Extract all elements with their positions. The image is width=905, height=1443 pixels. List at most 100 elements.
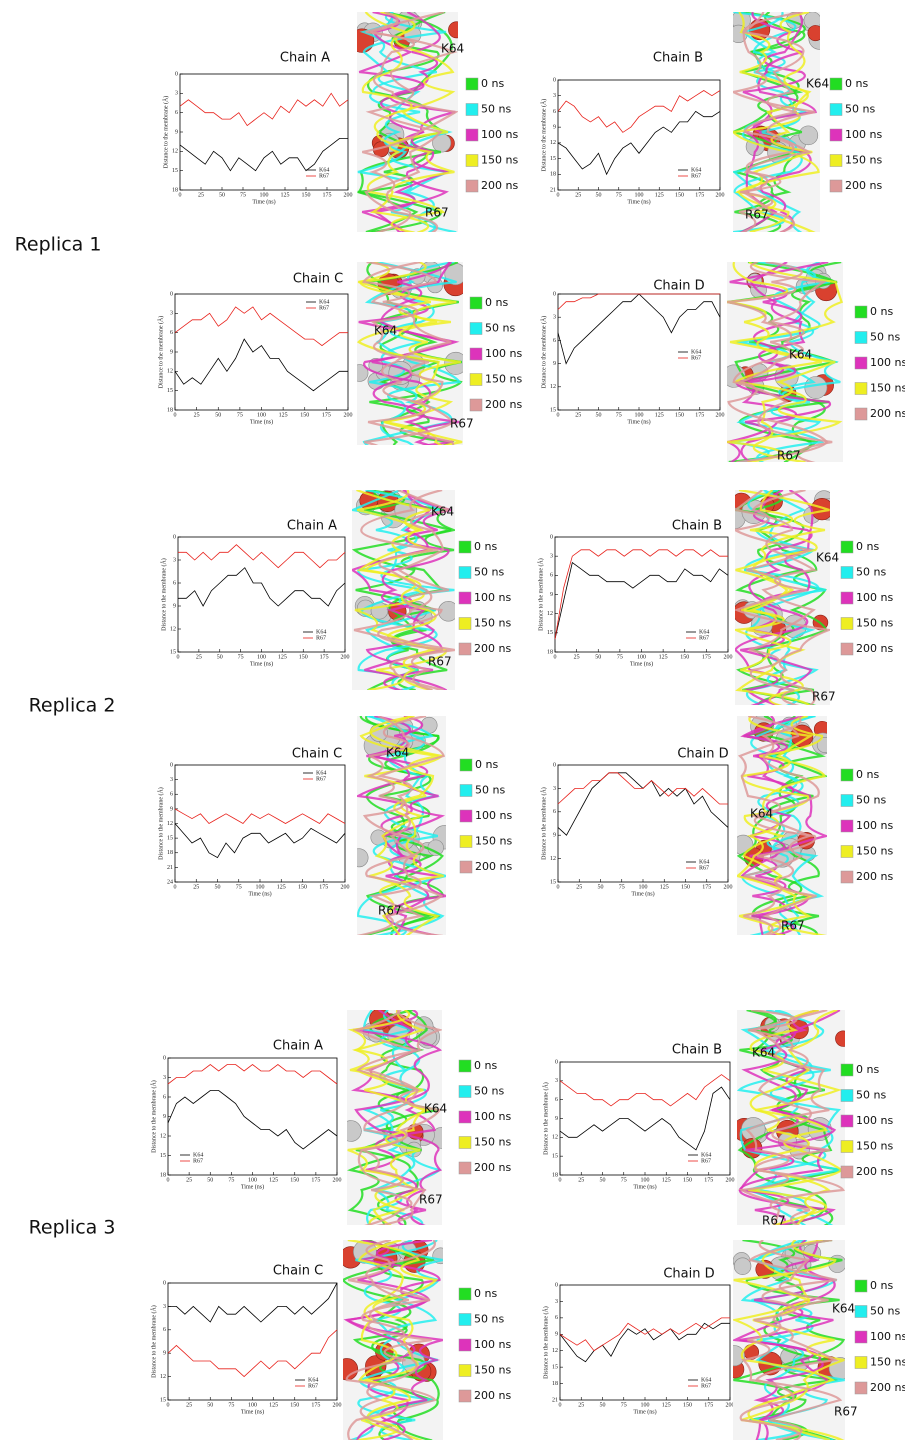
x-axis-label: Time (ns) bbox=[633, 1408, 656, 1415]
y-tick-label: 9 bbox=[163, 1351, 166, 1357]
y-tick-label: 24 bbox=[167, 879, 173, 885]
x-tick-label: 100 bbox=[257, 412, 266, 418]
snapshot-swatch bbox=[458, 1110, 472, 1124]
plot-frame bbox=[174, 293, 349, 411]
series-line bbox=[167, 1329, 338, 1378]
x-tick-label: 100 bbox=[248, 1177, 257, 1183]
chart-title: Chain B bbox=[672, 519, 722, 534]
x-tick-label: 75 bbox=[237, 412, 243, 418]
backbone-ribbon bbox=[353, 1010, 427, 1225]
x-tick-label: 150 bbox=[675, 192, 684, 198]
x-tick-label: 125 bbox=[278, 654, 287, 660]
backbone-ribbon bbox=[364, 490, 452, 690]
y-tick-label: 15 bbox=[172, 168, 178, 174]
backbone-ribbon bbox=[747, 1010, 845, 1225]
backbone-ribbon bbox=[361, 12, 449, 232]
x-tick-label: 0 bbox=[559, 1402, 562, 1408]
chart-title: Chain B bbox=[653, 51, 703, 66]
x-tick-label: 200 bbox=[724, 654, 733, 660]
snapshot-label: 200 ns bbox=[474, 642, 511, 655]
y-tick-label: 15 bbox=[550, 879, 556, 885]
x-tick-label: 0 bbox=[554, 654, 557, 660]
legend-label: K64 bbox=[316, 629, 326, 635]
x-tick-label: 200 bbox=[724, 884, 733, 890]
snapshot-swatch bbox=[458, 1059, 472, 1073]
y-tick-label: 6 bbox=[163, 1327, 166, 1333]
legend-label: R67 bbox=[319, 305, 329, 311]
x-tick-label: 75 bbox=[621, 1402, 627, 1408]
x-tick-label: 100 bbox=[635, 192, 644, 198]
backbone-ribbon bbox=[362, 716, 444, 935]
x-tick-label: 25 bbox=[194, 412, 200, 418]
x-tick-label: 50 bbox=[219, 192, 225, 198]
snapshot-label: 200 ns bbox=[474, 1161, 511, 1174]
snapshot-label: 50 ns bbox=[856, 566, 886, 579]
x-axis-label: Time (ns) bbox=[241, 1408, 264, 1415]
y-tick-label: 3 bbox=[163, 1075, 166, 1081]
y-tick-label: 15 bbox=[160, 1397, 166, 1403]
snapshot-label: 50 ns bbox=[856, 794, 886, 807]
snapshot-swatch bbox=[458, 1313, 472, 1326]
x-axis-label: Time (ns) bbox=[627, 418, 650, 425]
legend-label: R67 bbox=[699, 635, 709, 641]
y-tick-label: 0 bbox=[173, 534, 176, 540]
backbone-ribbon bbox=[737, 1010, 834, 1225]
y-tick-label: 15 bbox=[167, 388, 173, 394]
x-tick-label: 0 bbox=[174, 884, 177, 890]
y-tick-label: 3 bbox=[170, 777, 173, 783]
y-tick-label: 18 bbox=[550, 172, 556, 178]
series-line bbox=[559, 1074, 731, 1107]
backbone-ribbon bbox=[733, 12, 816, 232]
snapshot-label: 0 ns bbox=[856, 540, 879, 553]
legend-label: R67 bbox=[316, 776, 326, 782]
snapshot-label: 100 ns bbox=[474, 1338, 511, 1351]
y-tick-label: 9 bbox=[173, 603, 176, 609]
y-tick-label: 6 bbox=[553, 109, 556, 115]
x-tick-label: 0 bbox=[167, 1177, 170, 1183]
snapshot-label: 0 ns bbox=[475, 758, 498, 771]
snapshot-swatch bbox=[840, 870, 854, 884]
y-tick-label: 6 bbox=[550, 573, 553, 579]
x-tick-label: 25 bbox=[576, 884, 582, 890]
snapshot-art bbox=[737, 1010, 845, 1225]
snapshot-label: 150 ns bbox=[856, 845, 893, 858]
y-tick-label: 15 bbox=[552, 1365, 558, 1371]
snapshot-label: 150 ns bbox=[474, 1364, 511, 1377]
series-line bbox=[179, 92, 349, 127]
y-tick-label: 3 bbox=[163, 1304, 166, 1310]
chart-title: Chain A bbox=[273, 1039, 323, 1054]
structure-snapshot bbox=[352, 490, 455, 690]
y-tick-label: 3 bbox=[550, 554, 553, 560]
snapshot-label: 0 ns bbox=[474, 1059, 497, 1072]
snapshot-swatch bbox=[840, 591, 854, 605]
snapshot-label: 200 ns bbox=[856, 870, 893, 883]
x-axis-label: Time (ns) bbox=[627, 198, 650, 205]
legend-label: K64 bbox=[316, 770, 326, 776]
snapshot-swatch bbox=[829, 103, 843, 116]
snapshot-swatch bbox=[840, 1114, 854, 1128]
structure-snapshot bbox=[727, 262, 843, 462]
x-tick-label: 150 bbox=[302, 192, 311, 198]
x-tick-label: 75 bbox=[619, 884, 625, 890]
structure-snapshot bbox=[357, 12, 458, 232]
backbone-ribbon bbox=[359, 716, 444, 935]
snapshot-swatch bbox=[469, 373, 483, 386]
snapshot-swatch bbox=[458, 566, 472, 579]
y-tick-label: 15 bbox=[552, 1154, 558, 1160]
snapshot-swatch bbox=[458, 642, 472, 656]
snapshot-swatch bbox=[854, 331, 868, 344]
x-tick-label: 75 bbox=[228, 1402, 234, 1408]
residue-label: R67 bbox=[762, 1214, 786, 1228]
y-tick-label: 6 bbox=[175, 110, 178, 116]
chart-title: Chain C bbox=[292, 747, 342, 762]
x-tick-label: 50 bbox=[217, 654, 223, 660]
snapshot-swatch bbox=[840, 845, 854, 858]
snapshot-swatch bbox=[465, 154, 479, 167]
x-tick-label: 50 bbox=[207, 1177, 213, 1183]
x-tick-label: 125 bbox=[660, 884, 669, 890]
replica-label: Replica 2 bbox=[29, 695, 116, 717]
x-tick-label: 175 bbox=[311, 1402, 320, 1408]
x-tick-label: 125 bbox=[269, 1177, 278, 1183]
